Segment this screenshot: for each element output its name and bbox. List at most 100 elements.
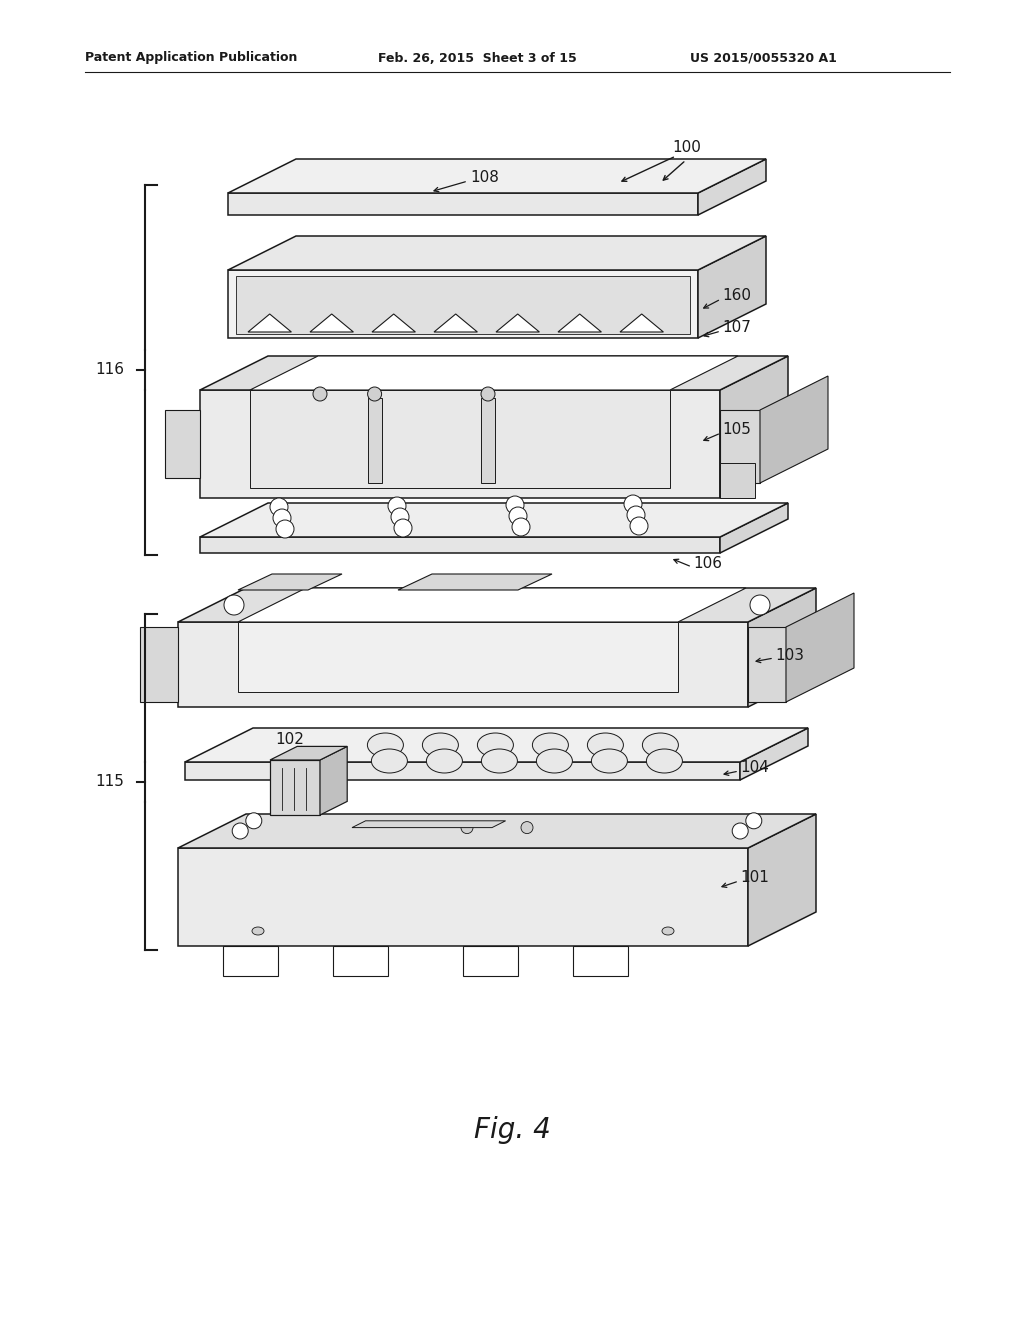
Circle shape bbox=[391, 508, 409, 525]
Polygon shape bbox=[720, 463, 755, 498]
Polygon shape bbox=[698, 236, 766, 338]
Text: Patent Application Publication: Patent Application Publication bbox=[85, 51, 297, 65]
Text: 105: 105 bbox=[722, 422, 751, 437]
Circle shape bbox=[388, 498, 406, 515]
Ellipse shape bbox=[422, 733, 459, 756]
Polygon shape bbox=[228, 193, 698, 215]
Circle shape bbox=[246, 813, 262, 829]
Polygon shape bbox=[558, 314, 601, 333]
Polygon shape bbox=[786, 593, 854, 702]
Polygon shape bbox=[319, 746, 347, 814]
Polygon shape bbox=[228, 158, 766, 193]
Polygon shape bbox=[270, 760, 319, 814]
Polygon shape bbox=[228, 236, 766, 271]
Polygon shape bbox=[178, 847, 748, 946]
Polygon shape bbox=[270, 746, 347, 760]
Polygon shape bbox=[463, 946, 518, 975]
Polygon shape bbox=[398, 574, 552, 590]
Text: 108: 108 bbox=[470, 170, 499, 186]
Ellipse shape bbox=[592, 748, 628, 774]
Polygon shape bbox=[250, 356, 738, 389]
Polygon shape bbox=[481, 399, 495, 483]
Polygon shape bbox=[200, 537, 720, 553]
Ellipse shape bbox=[642, 733, 678, 756]
Polygon shape bbox=[223, 946, 278, 975]
Text: 106: 106 bbox=[693, 557, 722, 572]
Circle shape bbox=[461, 821, 473, 834]
Polygon shape bbox=[720, 356, 788, 498]
Circle shape bbox=[273, 510, 291, 527]
Circle shape bbox=[313, 387, 327, 401]
Polygon shape bbox=[310, 314, 353, 333]
Text: 101: 101 bbox=[740, 870, 769, 886]
Polygon shape bbox=[200, 356, 788, 389]
Text: 160: 160 bbox=[722, 289, 751, 304]
Polygon shape bbox=[185, 762, 740, 780]
Ellipse shape bbox=[588, 733, 624, 756]
Polygon shape bbox=[434, 314, 477, 333]
Polygon shape bbox=[178, 622, 748, 708]
Circle shape bbox=[481, 387, 495, 401]
Polygon shape bbox=[352, 821, 506, 828]
Polygon shape bbox=[200, 389, 720, 498]
Polygon shape bbox=[238, 574, 342, 590]
Polygon shape bbox=[496, 314, 540, 333]
Text: 100: 100 bbox=[672, 140, 700, 156]
Text: 107: 107 bbox=[722, 321, 751, 335]
Text: 116: 116 bbox=[95, 363, 125, 378]
Polygon shape bbox=[238, 587, 746, 622]
Polygon shape bbox=[178, 814, 816, 847]
Circle shape bbox=[512, 517, 530, 536]
Polygon shape bbox=[573, 946, 628, 975]
Polygon shape bbox=[236, 276, 690, 334]
Polygon shape bbox=[185, 729, 808, 762]
Polygon shape bbox=[165, 411, 200, 478]
Polygon shape bbox=[372, 314, 416, 333]
Polygon shape bbox=[720, 411, 760, 483]
Circle shape bbox=[732, 822, 749, 840]
Polygon shape bbox=[740, 729, 808, 780]
Polygon shape bbox=[238, 622, 678, 692]
Polygon shape bbox=[228, 271, 698, 338]
Circle shape bbox=[506, 496, 524, 513]
Polygon shape bbox=[248, 314, 292, 333]
Circle shape bbox=[509, 507, 527, 525]
Text: US 2015/0055320 A1: US 2015/0055320 A1 bbox=[690, 51, 837, 65]
Polygon shape bbox=[368, 399, 382, 483]
Circle shape bbox=[232, 822, 248, 840]
Polygon shape bbox=[200, 503, 788, 537]
Circle shape bbox=[627, 506, 645, 524]
Ellipse shape bbox=[477, 733, 513, 756]
Circle shape bbox=[368, 387, 382, 401]
Text: Feb. 26, 2015  Sheet 3 of 15: Feb. 26, 2015 Sheet 3 of 15 bbox=[378, 51, 577, 65]
Polygon shape bbox=[620, 314, 664, 333]
Ellipse shape bbox=[662, 927, 674, 935]
Polygon shape bbox=[140, 627, 178, 702]
Circle shape bbox=[224, 595, 244, 615]
Polygon shape bbox=[748, 627, 786, 702]
Polygon shape bbox=[333, 946, 388, 975]
Polygon shape bbox=[178, 587, 816, 622]
Ellipse shape bbox=[372, 748, 408, 774]
Polygon shape bbox=[748, 814, 816, 946]
Ellipse shape bbox=[426, 748, 463, 774]
Text: 115: 115 bbox=[95, 775, 125, 789]
Ellipse shape bbox=[481, 748, 517, 774]
Text: Fig. 4: Fig. 4 bbox=[474, 1115, 550, 1144]
Polygon shape bbox=[720, 503, 788, 553]
Circle shape bbox=[394, 519, 412, 537]
Ellipse shape bbox=[368, 733, 403, 756]
Text: 104: 104 bbox=[740, 760, 769, 776]
Circle shape bbox=[624, 495, 642, 513]
Text: 103: 103 bbox=[775, 648, 804, 663]
Polygon shape bbox=[748, 587, 816, 708]
Polygon shape bbox=[250, 389, 670, 488]
Circle shape bbox=[750, 595, 770, 615]
Ellipse shape bbox=[532, 733, 568, 756]
Ellipse shape bbox=[646, 748, 682, 774]
Text: 102: 102 bbox=[275, 733, 304, 747]
Polygon shape bbox=[698, 158, 766, 215]
Circle shape bbox=[270, 498, 288, 516]
Circle shape bbox=[276, 520, 294, 539]
Circle shape bbox=[745, 813, 762, 829]
